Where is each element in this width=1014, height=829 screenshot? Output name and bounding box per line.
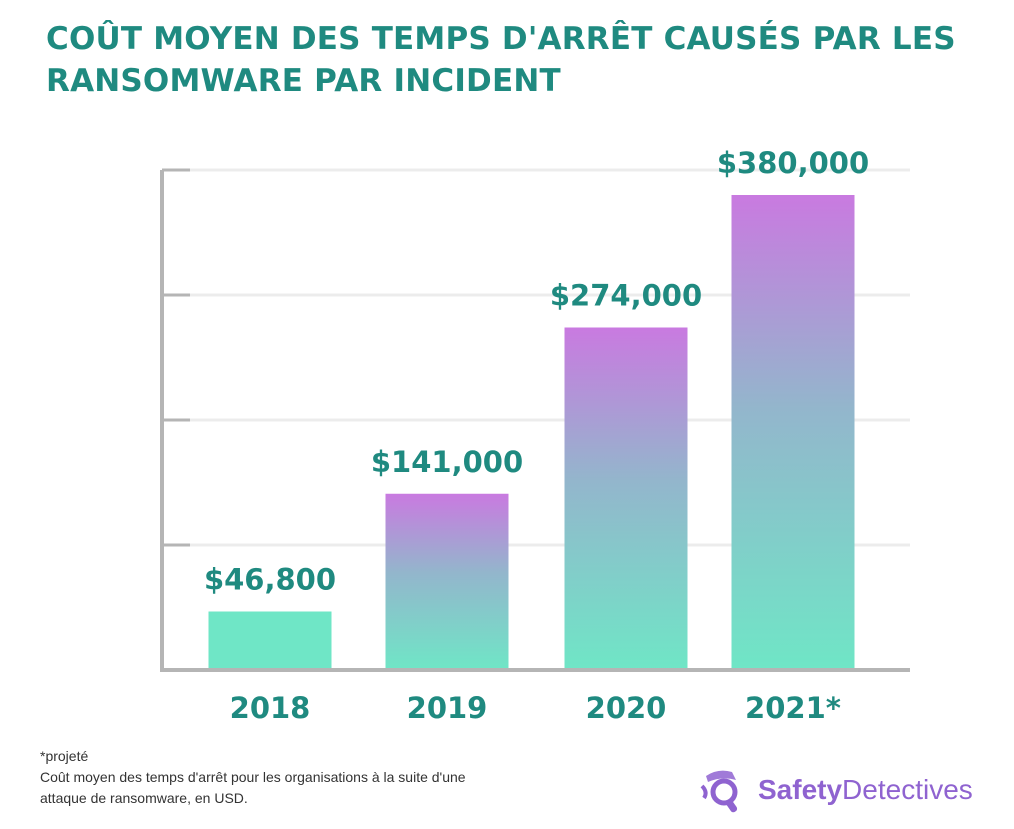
footnote-projected: *projeté — [40, 748, 89, 764]
data-label: $274,000 — [550, 279, 702, 313]
bar-2021* — [731, 195, 855, 670]
x-tick-label: 2019 — [407, 691, 488, 725]
bar-2020 — [564, 327, 688, 670]
x-tick-label: 2018 — [230, 691, 311, 725]
data-label: $46,800 — [204, 563, 336, 597]
logo-brand-regular: Detectives — [842, 774, 973, 805]
x-tick-label: 2020 — [586, 691, 667, 725]
data-label: $380,000 — [717, 146, 869, 180]
bar-chart: $46,800 2018 $141,000 2019 $274,000 2020 $380,… — [160, 146, 910, 725]
chart-title: COÛT MOYEN DES TEMPS D'ARRÊT CAUSÉS PAR … — [46, 21, 956, 99]
detective-hat-icon — [700, 770, 738, 813]
bar-2019 — [385, 493, 509, 670]
logo-brand-bold: Safety — [758, 774, 843, 805]
footnote-line2: attaque de ransomware, en USD. — [40, 790, 248, 806]
x-tick-label: 2021* — [745, 691, 841, 725]
data-label: $141,000 — [371, 445, 523, 479]
bar-2018 — [208, 611, 332, 670]
footnote-line1: Coût moyen des temps d'arrêt pour les or… — [40, 769, 466, 785]
safetydetectives-logo: SafetyDetectives — [700, 766, 973, 814]
footnote: *projeté Coût moyen des temps d'arrêt po… — [40, 746, 466, 809]
